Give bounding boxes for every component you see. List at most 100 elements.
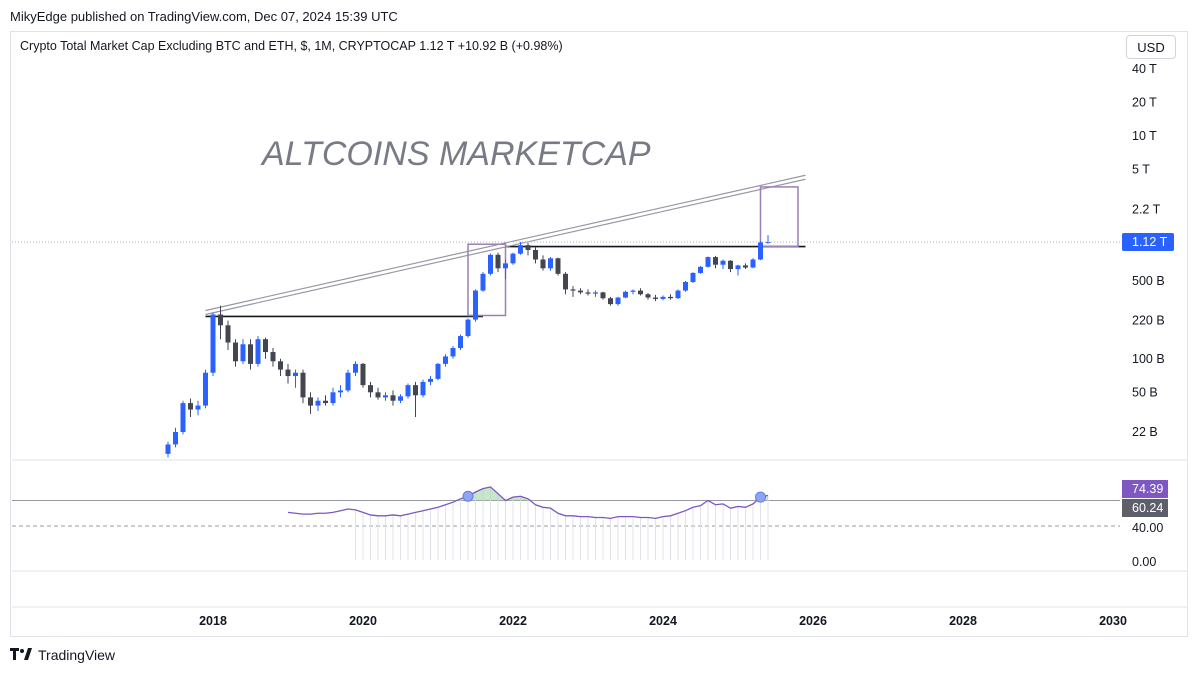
candle-body bbox=[615, 297, 621, 305]
candle bbox=[458, 334, 463, 350]
rsi-badge-bg bbox=[1122, 499, 1168, 517]
candle bbox=[240, 339, 246, 364]
candle bbox=[728, 260, 733, 273]
candle-body bbox=[675, 290, 681, 299]
currency-button[interactable]: USD bbox=[1126, 35, 1176, 59]
time-tick-label: 2022 bbox=[499, 614, 527, 628]
time-tick-label: 2028 bbox=[949, 614, 977, 628]
candle bbox=[578, 288, 583, 295]
tradingview-brand: TradingView bbox=[38, 647, 116, 663]
candle-body bbox=[443, 356, 448, 364]
candle-body bbox=[750, 259, 756, 268]
candle-body bbox=[435, 363, 441, 379]
candle-body bbox=[285, 369, 291, 377]
candle bbox=[653, 294, 658, 302]
candle-body bbox=[330, 392, 336, 404]
candle-body bbox=[413, 385, 418, 396]
candle-body bbox=[233, 342, 238, 362]
candle-body bbox=[683, 281, 688, 291]
candle-body bbox=[165, 444, 171, 454]
candle bbox=[210, 312, 216, 377]
candle-body bbox=[525, 245, 531, 250]
candle bbox=[593, 290, 598, 297]
candle bbox=[503, 259, 508, 280]
candle-body bbox=[368, 385, 373, 393]
candle bbox=[743, 263, 748, 270]
candle-body bbox=[533, 249, 538, 260]
candle-body bbox=[255, 339, 261, 364]
price-tick-label: 100 B bbox=[1132, 352, 1165, 366]
candle bbox=[330, 387, 336, 406]
candle-body bbox=[503, 263, 508, 269]
tradingview-logo[interactable]: TradingView bbox=[10, 647, 115, 663]
time-axis: 2018 2020 2022 2024 2026 2028 2030 bbox=[199, 614, 1127, 628]
candle bbox=[353, 361, 358, 377]
candle-body bbox=[593, 292, 598, 294]
candle bbox=[555, 257, 561, 276]
candle-body bbox=[630, 290, 636, 292]
support-levels bbox=[205, 245, 806, 318]
candle-body bbox=[495, 254, 501, 269]
candle-body bbox=[345, 372, 351, 391]
candle bbox=[473, 289, 478, 322]
candle bbox=[713, 255, 718, 269]
candle-body bbox=[555, 258, 561, 274]
candle bbox=[270, 348, 276, 367]
publisher-line: MikyEdge published on TradingView.com, D… bbox=[10, 9, 398, 24]
candle bbox=[758, 241, 763, 261]
time-tick-label: 2030 bbox=[1099, 614, 1127, 628]
candle bbox=[323, 395, 328, 406]
candle bbox=[368, 381, 373, 398]
candle bbox=[615, 296, 621, 306]
price-badge-bg bbox=[1122, 233, 1174, 251]
candle-body bbox=[660, 296, 666, 299]
candle bbox=[255, 336, 261, 367]
candle-body bbox=[195, 405, 201, 410]
candle-body bbox=[713, 257, 718, 265]
candle bbox=[623, 290, 628, 299]
candle bbox=[173, 427, 178, 448]
candle bbox=[600, 291, 606, 300]
candle bbox=[218, 305, 223, 340]
candle-body bbox=[210, 314, 216, 373]
candle bbox=[630, 289, 636, 295]
candle bbox=[450, 346, 456, 359]
candle-body bbox=[420, 381, 426, 396]
price-badge: 1.12 T bbox=[1132, 235, 1168, 249]
candle-body bbox=[735, 265, 741, 270]
candle bbox=[690, 272, 696, 283]
candle-body bbox=[705, 257, 711, 267]
candle-body bbox=[338, 390, 343, 393]
candle bbox=[645, 293, 651, 300]
candle bbox=[308, 392, 313, 414]
candle bbox=[570, 286, 576, 297]
candle-body bbox=[638, 290, 643, 295]
candle bbox=[698, 266, 703, 274]
candle bbox=[405, 383, 411, 399]
candle bbox=[660, 295, 666, 301]
candle bbox=[315, 397, 321, 411]
symbol-header: Crypto Total Market Cap Excluding BTC an… bbox=[20, 39, 563, 53]
candle bbox=[285, 363, 291, 384]
rsi-line bbox=[287, 486, 769, 520]
candle-body bbox=[225, 325, 231, 343]
chart-annotation: ALTCOINS MARKETCAP bbox=[260, 135, 651, 173]
candle-body bbox=[270, 352, 276, 362]
price-tick-label: 40 T bbox=[1132, 62, 1157, 76]
candle bbox=[488, 253, 493, 276]
price-tick-label: 220 B bbox=[1132, 314, 1165, 328]
candle-body bbox=[488, 254, 493, 274]
candle-body bbox=[398, 396, 403, 401]
time-tick-label: 2018 bbox=[199, 614, 227, 628]
candle-body bbox=[383, 395, 388, 398]
time-tick-label: 2024 bbox=[649, 614, 677, 628]
candle-body bbox=[563, 273, 568, 290]
candle-body bbox=[518, 245, 523, 254]
candle-body bbox=[323, 400, 328, 404]
candle bbox=[225, 320, 231, 350]
candle bbox=[180, 400, 186, 435]
candle-body bbox=[360, 363, 366, 386]
candle bbox=[435, 362, 441, 381]
candle-body bbox=[690, 272, 696, 282]
